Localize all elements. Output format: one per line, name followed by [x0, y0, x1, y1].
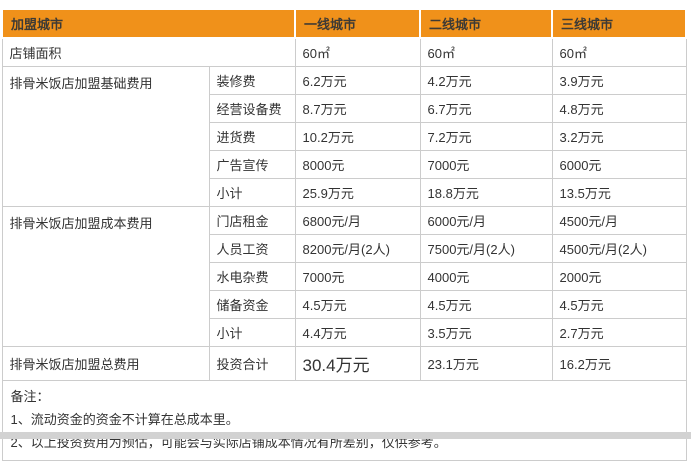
cell-value: 4.5万元: [551, 290, 687, 319]
table-row-subtotal: 小计 4.4万元 3.5万元 2.7万元: [2, 318, 687, 347]
cell-value: 4.4万元: [294, 318, 421, 347]
header-cell-tier1: 一线城市: [294, 8, 422, 39]
cell-value-total-tier1: 30.4万元: [294, 346, 421, 381]
cell-value: 2000元: [551, 262, 687, 291]
cell-value: 13.5万元: [551, 178, 687, 207]
cell-item: 装修费: [208, 66, 296, 95]
cell-value: 25.9万元: [294, 178, 421, 207]
cell-value: 6.2万元: [294, 66, 421, 95]
cell-value: 7.2万元: [419, 122, 553, 151]
row-label-shop-area: 店铺面积: [1, 37, 296, 67]
cell-value: 4500元/月(2人): [551, 234, 687, 263]
table-row-shop-area: 店铺面积 60㎡ 60㎡ 60㎡: [1, 37, 687, 67]
cell-value: 6.7万元: [419, 94, 553, 123]
table-row: 排骨米饭店加盟基础费用 装修费 6.2万元 4.2万元 3.9万元: [1, 66, 687, 207]
cell-value: 6800元/月: [294, 206, 421, 235]
horizontal-scrollbar[interactable]: [0, 432, 691, 439]
table-row: 排骨米饭店加盟成本费用 门店租金 6800元/月 6000元/月 4500元/月: [1, 206, 687, 347]
header-cell-city: 加盟城市: [0, 8, 297, 39]
cell-value: 18.8万元: [419, 178, 553, 207]
table-row: 经营设备费 8.7万元 6.7万元 4.8万元: [2, 94, 687, 123]
cell-value: 4.8万元: [551, 94, 687, 123]
cell-value: 3.2万元: [551, 122, 687, 151]
cell-value: 4.5万元: [294, 290, 421, 319]
cell-value: 3.5万元: [419, 318, 553, 347]
note-line-1: 1、流动资金的资金不计算在总成本里。: [10, 412, 239, 427]
cell-value: 4000元: [419, 262, 553, 291]
cell-value: 8000元: [294, 150, 421, 179]
cell-value: 60㎡: [419, 37, 553, 67]
cell-value: 3.9万元: [551, 66, 687, 95]
section-label-total-fees: 排骨米饭店加盟总费用: [1, 346, 210, 381]
cell-value: 60㎡: [294, 37, 421, 67]
cell-item: 人员工资: [208, 234, 296, 263]
cell-value: 60㎡: [551, 37, 687, 67]
cell-value: 2.7万元: [551, 318, 687, 347]
cell-value: 7000元: [294, 262, 421, 291]
header-cell-tier2: 二线城市: [419, 8, 554, 39]
section-label-cost-fees: 排骨米饭店加盟成本费用: [1, 206, 210, 347]
cell-value: 4500元/月: [551, 206, 687, 235]
table-header-row: 加盟城市 一线城市 二线城市 三线城市: [0, 8, 688, 39]
table-row: 水电杂费 7000元 4000元 2000元: [2, 262, 687, 291]
table-row: 进货费 10.2万元 7.2万元 3.2万元: [2, 122, 687, 151]
cell-item: 门店租金: [208, 206, 296, 235]
cell-item: 进货费: [208, 122, 296, 151]
cell-value-total-tier2: 23.1万元: [419, 346, 553, 381]
notes-cell: 备注： 1、流动资金的资金不计算在总成本里。 2、以上投资费用为预估，可能会与实…: [1, 380, 687, 461]
cell-item: 投资合计: [208, 346, 296, 381]
table-row-subtotal: 小计 25.9万元 18.8万元 13.5万元: [2, 178, 687, 207]
franchise-cost-table: 加盟城市 一线城市 二线城市 三线城市 店铺面积 60㎡ 60㎡ 60㎡ 排骨米…: [0, 8, 688, 461]
header-cell-tier3: 三线城市: [551, 8, 688, 39]
cell-value: 8.7万元: [294, 94, 421, 123]
cell-value: 7000元: [419, 150, 553, 179]
table-row: 人员工资 8200元/月(2人) 7500元/月(2人) 4500元/月(2人): [2, 234, 687, 263]
section-label-basic-fees: 排骨米饭店加盟基础费用: [1, 66, 210, 207]
cell-item: 广告宣传: [208, 150, 296, 179]
cell-value: 10.2万元: [294, 122, 421, 151]
table-row-total: 排骨米饭店加盟总费用 投资合计 30.4万元 23.1万元 16.2万元: [1, 346, 687, 381]
cell-value: 8200元/月(2人): [294, 234, 421, 263]
cell-value: 6000元: [551, 150, 687, 179]
cell-item: 储备资金: [208, 290, 296, 319]
cell-item: 经营设备费: [208, 94, 296, 123]
cell-value: 7500元/月(2人): [419, 234, 553, 263]
cell-item: 小计: [208, 178, 296, 207]
cell-value: 4.5万元: [419, 290, 553, 319]
cell-value: 6000元/月: [419, 206, 553, 235]
cell-value: 4.2万元: [419, 66, 553, 95]
cell-value-total-tier3: 16.2万元: [551, 346, 687, 381]
table-row: 储备资金 4.5万元 4.5万元 4.5万元: [2, 290, 687, 319]
notes-title: 备注：: [10, 389, 50, 404]
table-row: 广告宣传 8000元 7000元 6000元: [2, 150, 687, 179]
cell-item: 水电杂费: [208, 262, 296, 291]
cell-item: 小计: [208, 318, 296, 347]
table-row-notes: 备注： 1、流动资金的资金不计算在总成本里。 2、以上投资费用为预估，可能会与实…: [1, 380, 687, 461]
